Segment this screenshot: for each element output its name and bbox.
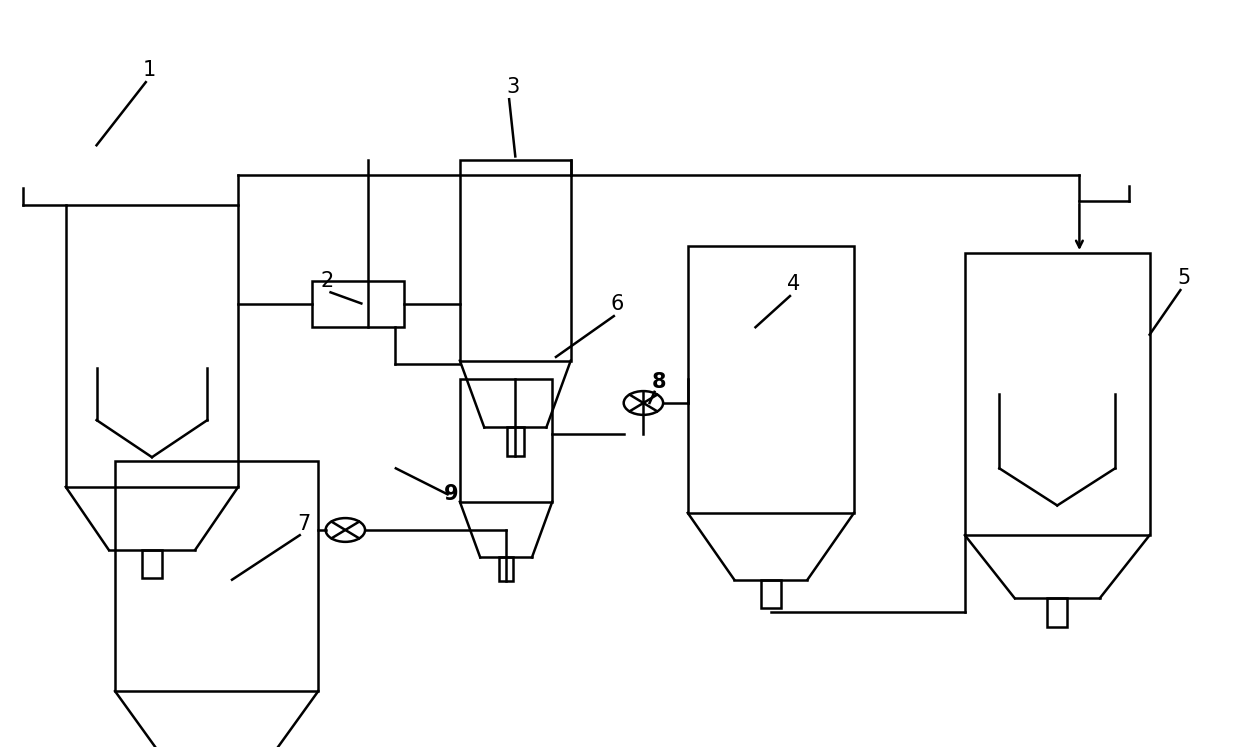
Bar	[965, 253, 1149, 535]
Text: 7: 7	[296, 514, 310, 534]
Bar	[115, 461, 319, 691]
Bar	[460, 160, 570, 360]
Bar	[688, 246, 854, 513]
Bar	[66, 205, 238, 487]
Bar	[1048, 599, 1068, 626]
Text: 5: 5	[1178, 268, 1190, 288]
Text: 8: 8	[652, 372, 667, 392]
Text: 4: 4	[787, 274, 800, 294]
Bar	[143, 550, 161, 578]
Text: 9: 9	[444, 484, 459, 504]
Text: 6: 6	[611, 294, 624, 314]
Bar	[498, 557, 513, 581]
Bar	[460, 379, 552, 502]
Bar	[312, 281, 404, 327]
Text: 1: 1	[143, 60, 156, 80]
Bar	[761, 580, 781, 608]
Text: 3: 3	[506, 77, 520, 98]
Bar	[507, 427, 525, 456]
Text: 2: 2	[320, 271, 334, 291]
